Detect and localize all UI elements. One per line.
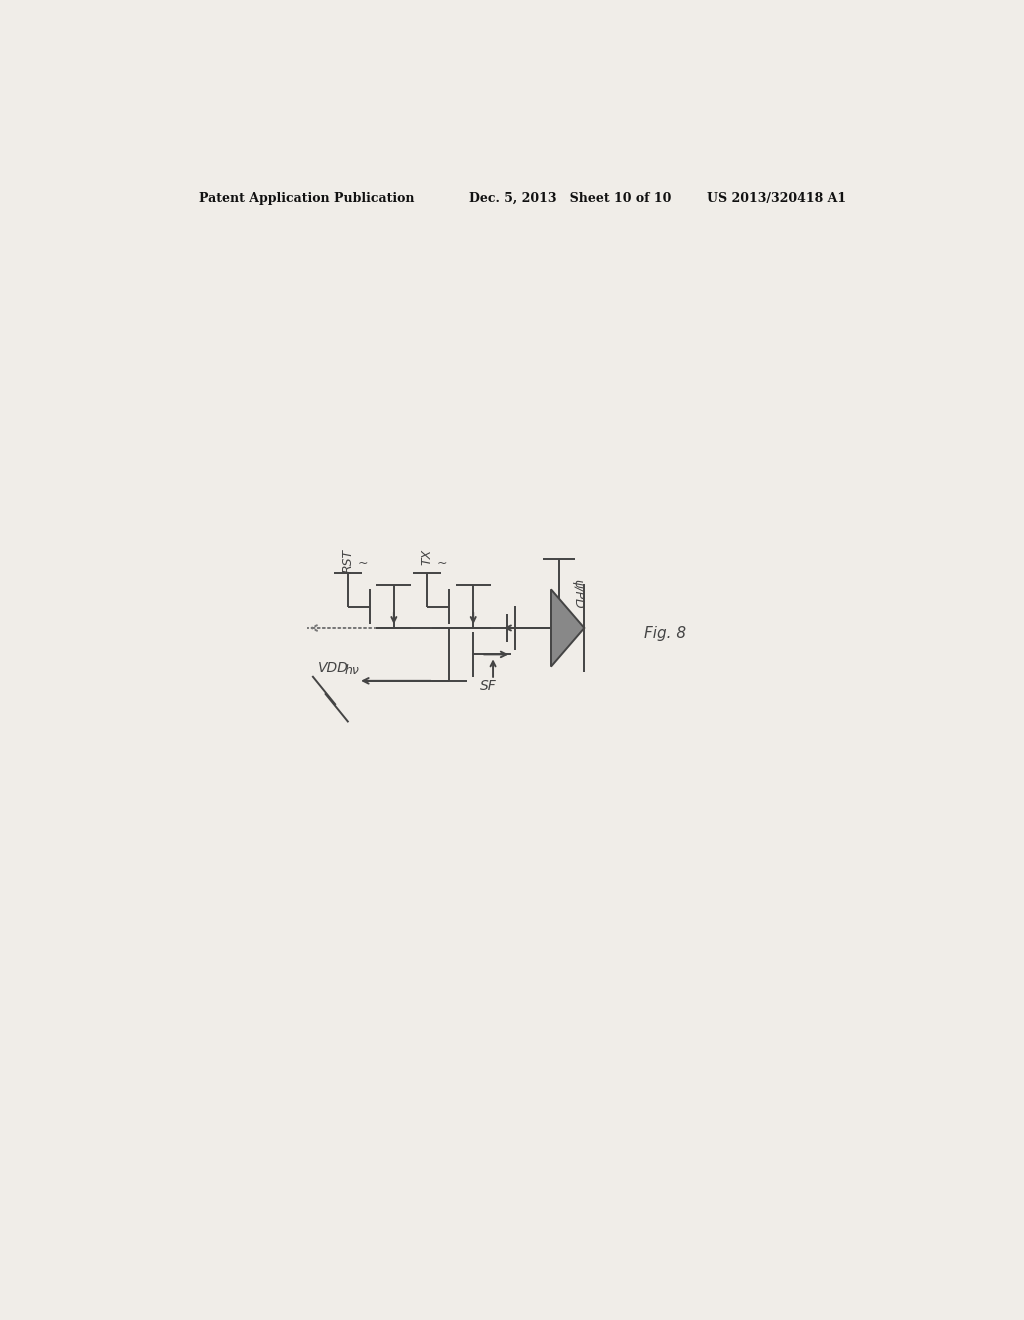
Text: hν: hν (345, 664, 359, 677)
Text: Dec. 5, 2013   Sheet 10 of 10: Dec. 5, 2013 Sheet 10 of 10 (469, 191, 672, 205)
Text: Fig. 8: Fig. 8 (644, 626, 686, 640)
Text: ψ/PD: ψ/PD (571, 578, 585, 609)
Text: TX: TX (421, 549, 434, 565)
Text: Patent Application Publication: Patent Application Publication (200, 191, 415, 205)
Text: ~: ~ (436, 557, 447, 570)
Text: VDD: VDD (317, 661, 348, 675)
Text: ~: ~ (357, 557, 368, 570)
Text: SF: SF (479, 678, 497, 693)
Text: US 2013/320418 A1: US 2013/320418 A1 (708, 191, 847, 205)
Polygon shape (551, 589, 585, 667)
Text: RST: RST (341, 549, 354, 573)
